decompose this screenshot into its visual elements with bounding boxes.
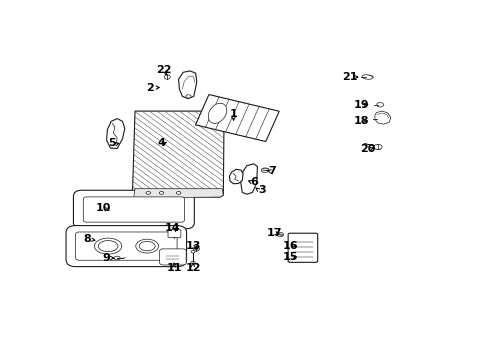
Ellipse shape <box>136 239 158 253</box>
Polygon shape <box>134 189 223 198</box>
Text: 14: 14 <box>165 222 181 233</box>
Text: 22: 22 <box>156 64 172 75</box>
Ellipse shape <box>190 261 195 264</box>
FancyBboxPatch shape <box>168 230 181 238</box>
FancyBboxPatch shape <box>83 197 184 222</box>
Ellipse shape <box>139 242 155 251</box>
Ellipse shape <box>98 240 118 252</box>
Polygon shape <box>229 169 243 184</box>
Text: 7: 7 <box>268 166 276 176</box>
Text: 19: 19 <box>353 100 368 110</box>
Text: 16: 16 <box>282 240 298 251</box>
Text: 21: 21 <box>342 72 357 82</box>
Text: 9: 9 <box>102 253 110 263</box>
Text: 12: 12 <box>185 263 201 273</box>
Ellipse shape <box>94 238 122 254</box>
Polygon shape <box>106 118 124 149</box>
Text: 11: 11 <box>166 263 182 273</box>
Ellipse shape <box>361 75 372 79</box>
Polygon shape <box>374 111 390 124</box>
FancyBboxPatch shape <box>66 226 186 267</box>
Ellipse shape <box>159 192 163 194</box>
Ellipse shape <box>208 103 226 123</box>
Text: 15: 15 <box>282 252 298 262</box>
Text: 20: 20 <box>359 144 374 154</box>
Ellipse shape <box>195 248 198 250</box>
Ellipse shape <box>193 247 199 251</box>
Text: 1: 1 <box>229 109 237 119</box>
Ellipse shape <box>191 250 195 253</box>
Ellipse shape <box>146 192 150 194</box>
Ellipse shape <box>176 192 181 194</box>
Polygon shape <box>240 164 257 194</box>
FancyBboxPatch shape <box>73 190 194 229</box>
Text: 10: 10 <box>96 203 111 213</box>
Text: 8: 8 <box>83 234 91 244</box>
Ellipse shape <box>261 168 268 172</box>
Text: 18: 18 <box>353 116 368 126</box>
Text: 3: 3 <box>258 185 265 195</box>
Ellipse shape <box>376 103 383 107</box>
FancyBboxPatch shape <box>75 232 177 260</box>
Ellipse shape <box>185 95 191 98</box>
FancyBboxPatch shape <box>287 233 317 262</box>
Ellipse shape <box>276 233 283 237</box>
Ellipse shape <box>164 75 170 79</box>
Polygon shape <box>132 111 224 197</box>
FancyBboxPatch shape <box>159 249 186 265</box>
Polygon shape <box>195 95 279 141</box>
Text: 5: 5 <box>108 138 116 148</box>
Polygon shape <box>178 71 196 99</box>
Ellipse shape <box>114 256 120 260</box>
Ellipse shape <box>373 144 381 149</box>
Text: 6: 6 <box>250 177 258 187</box>
Text: 2: 2 <box>146 82 154 93</box>
Text: 17: 17 <box>266 228 281 238</box>
Text: 4: 4 <box>157 138 165 148</box>
Text: 13: 13 <box>186 240 201 251</box>
